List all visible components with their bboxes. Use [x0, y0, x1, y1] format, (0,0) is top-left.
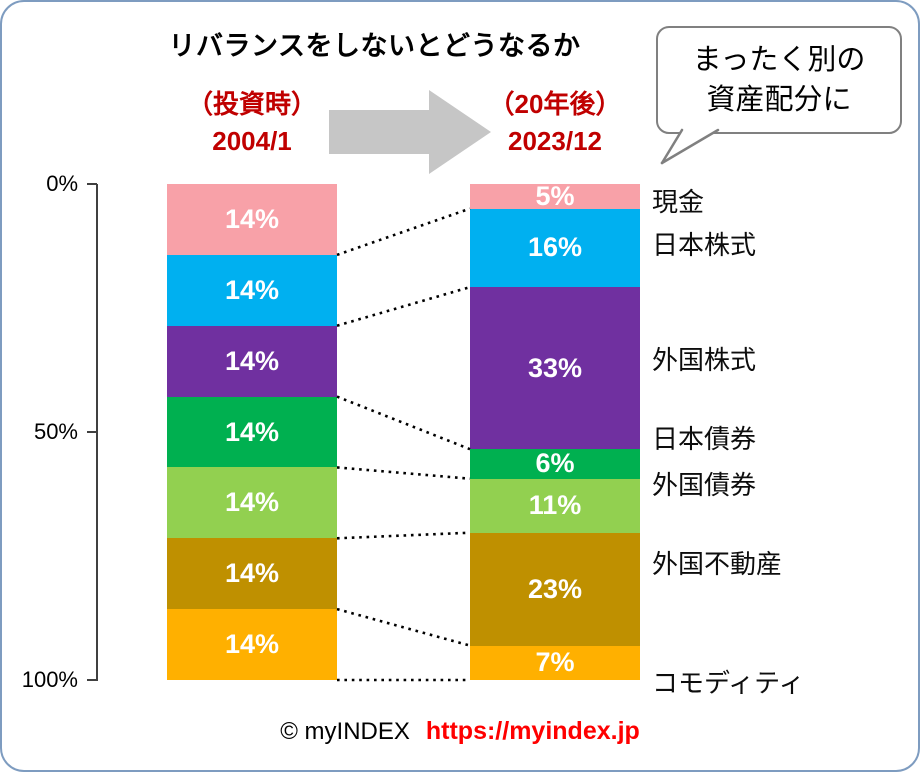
- y-axis-tick: [87, 183, 97, 185]
- segment-外国不動産: 14%: [167, 538, 337, 610]
- segment-コモディティ: 14%: [167, 609, 337, 681]
- segment-外国不動産: 23%: [470, 532, 640, 646]
- right-stacked-bar: 5% 16% 33% 6% 11% 23% 7%: [470, 180, 640, 680]
- segment-日本債券: 6%: [470, 448, 640, 479]
- y-axis-tick: [87, 679, 97, 681]
- footer: © myINDEX https://myindex.jp: [2, 717, 918, 746]
- segment-value-label: 7%: [535, 647, 575, 678]
- y-axis-line: [96, 184, 98, 681]
- segment-日本株式: 16%: [470, 208, 640, 288]
- callout-bubble: まったく別の 資産配分に: [656, 26, 902, 165]
- segment-value-label: 16%: [527, 232, 583, 263]
- category-label: 日本株式: [652, 230, 757, 260]
- y-axis-tick-label: 50%: [33, 419, 78, 444]
- callout-line1: まったく別の: [692, 44, 866, 76]
- segment-現金: 14%: [167, 184, 337, 255]
- segment-value-label: 14%: [224, 629, 280, 660]
- category-labels: 現金日本株式外国株式日本債券外国債券外国不動産コモディティ: [652, 184, 914, 698]
- connector-line: [336, 466, 471, 480]
- segment-value-label: 14%: [224, 487, 280, 518]
- y-axis-tick-label: 100%: [21, 667, 78, 692]
- segment-value-label: 14%: [224, 416, 280, 447]
- category-label: 外国債券: [652, 470, 757, 500]
- plot-area: 14% 14% 14% 14% 14% 14% 14% 5% 16% 33% 6% 11% 23% 7%: [167, 180, 640, 682]
- right-column-caption: （20年後）: [488, 89, 622, 119]
- category-label: 外国株式: [652, 345, 757, 375]
- segment-コモディティ: 7%: [470, 645, 640, 680]
- connector-line: [336, 207, 471, 257]
- segment-value-label: 33%: [527, 352, 583, 383]
- callout-tail-icon: [660, 128, 720, 165]
- left-column-date: 2004/1: [212, 126, 292, 156]
- left-column-header: （投資時） 2004/1: [167, 86, 337, 160]
- segment-value-label: 6%: [535, 448, 575, 479]
- segment-外国株式: 33%: [470, 287, 640, 450]
- segment-日本株式: 14%: [167, 254, 337, 326]
- segment-value-label: 14%: [224, 345, 280, 376]
- callout-line2: 資産配分に: [706, 84, 852, 116]
- segment-value-label: 11%: [528, 490, 582, 521]
- segment-value-label: 5%: [535, 180, 575, 211]
- left-stacked-bar: 14% 14% 14% 14% 14% 14% 14%: [167, 184, 337, 681]
- connector-line: [336, 531, 471, 540]
- connector-line: [336, 607, 471, 647]
- y-axis-tick: [87, 431, 97, 433]
- segment-value-label: 14%: [224, 274, 280, 305]
- right-column-header: （20年後） 2023/12: [470, 86, 640, 160]
- segment-現金: 5%: [470, 180, 640, 211]
- segment-外国債券: 14%: [167, 467, 337, 539]
- category-label: コモディティ: [652, 668, 805, 698]
- segment-value-label: 14%: [224, 558, 280, 589]
- right-column-date: 2023/12: [508, 126, 602, 156]
- site-url[interactable]: https://myindex.jp: [425, 717, 640, 745]
- segment-外国債券: 11%: [470, 478, 640, 533]
- left-column-caption: （投資時）: [186, 89, 317, 119]
- segment-外国株式: 14%: [167, 325, 337, 397]
- connector-line: [336, 395, 471, 451]
- chart-title: リバランスをしないとどうなるか: [168, 31, 581, 61]
- category-label: 日本債券: [652, 424, 757, 454]
- connector-line: [336, 285, 471, 327]
- segment-日本債券: 14%: [167, 396, 337, 468]
- segment-value-label: 14%: [224, 203, 280, 234]
- credit-text: © myINDEX: [280, 718, 410, 745]
- y-axis-tick-label: 0%: [46, 171, 78, 196]
- arrow-right-icon: [329, 90, 491, 174]
- category-label: 現金: [652, 187, 705, 217]
- connector-lines: [336, 207, 471, 682]
- segment-value-label: 23%: [527, 573, 583, 604]
- category-label: 外国不動産: [652, 549, 783, 579]
